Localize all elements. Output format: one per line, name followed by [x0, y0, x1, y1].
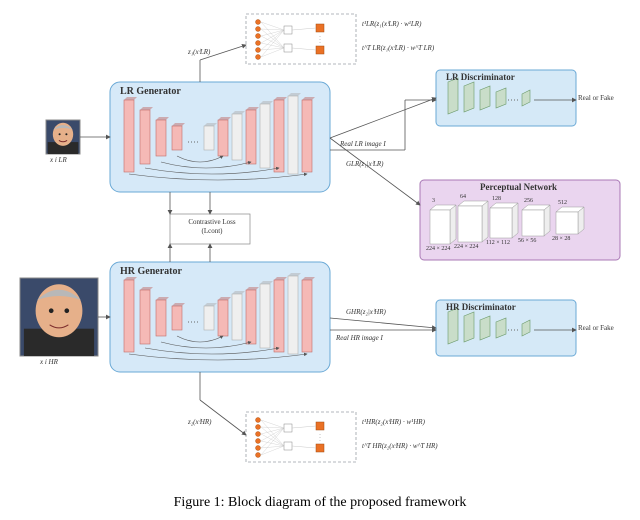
- lr-discriminator-output-label: Real or Fake: [578, 94, 614, 102]
- perc-layer-channels: 512: [558, 200, 567, 206]
- perc-layer-size: 56 × 56: [518, 238, 536, 244]
- ghr-label: GHR(z₂|xⁱHR): [346, 308, 386, 316]
- hr-input-label: x i HR: [40, 358, 58, 366]
- hypernet-top-zlabel: z₁(xⁱLR): [188, 48, 210, 56]
- hr-discriminator-output-label: Real or Fake: [578, 324, 614, 332]
- hr-generator-title: HR Generator: [120, 266, 182, 277]
- lr-generator-title: LR Generator: [120, 86, 181, 97]
- glr-label: GLR(z₁|xⁱLR): [346, 160, 384, 168]
- hypernet-bottom-out2: t^T HR(z₂(xⁱHR) · w^T HR): [362, 442, 438, 450]
- perc-layer-size: 224 × 224: [454, 244, 478, 250]
- hypernet-top-out2: t^T LR(z₁(xⁱLR) · w^T LR): [362, 44, 434, 52]
- perc-layer-channels: 64: [460, 194, 466, 200]
- perc-layer-channels: 3: [432, 198, 435, 204]
- perc-layer-channels: 256: [524, 198, 533, 204]
- hr-input-face: [20, 278, 98, 356]
- real-hr-label: Real HR image I: [336, 334, 383, 342]
- perc-layer-size: 224 × 224: [426, 246, 450, 252]
- perc-layer-channels: 128: [492, 196, 501, 202]
- hypernet-bottom-out1: t¹HR(z₂(xⁱHR) · w¹HR): [362, 418, 425, 426]
- hypernet-bottom-zlabel: z₂(xⁱHR): [188, 418, 212, 426]
- real-lr-label: Real LR image I: [340, 140, 386, 148]
- perc-layer-size: 112 × 112: [486, 240, 510, 246]
- figure-caption: Figure 1: Block diagram of the proposed …: [80, 495, 560, 511]
- hypernet-top-out1: t¹LR(z₁(xⁱLR) · w¹LR): [362, 20, 421, 28]
- perceptual-network-title: Perceptual Network: [480, 182, 557, 192]
- hr-discriminator-title: HR Discriminator: [446, 302, 516, 312]
- perc-layer-size: 28 × 28: [552, 236, 570, 242]
- contrastive-loss-label: Contrastive Loss(Lcont): [176, 218, 248, 236]
- lr-discriminator-title: LR Discriminator: [446, 72, 515, 82]
- lr-input-face: [46, 120, 80, 154]
- lr-input-label: x i LR: [50, 156, 67, 164]
